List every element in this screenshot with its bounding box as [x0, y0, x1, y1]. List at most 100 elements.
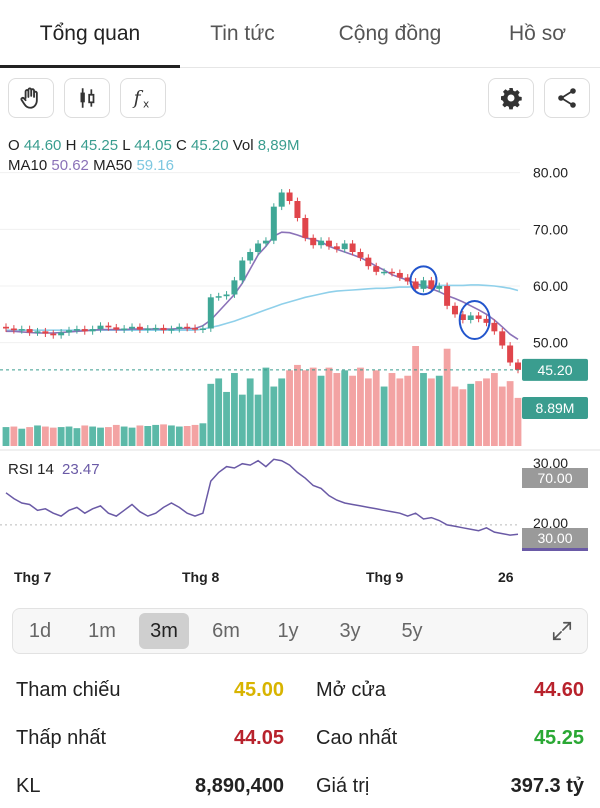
candle-body: [357, 252, 364, 258]
candle-body: [302, 218, 309, 238]
candlestick-icon: [80, 88, 95, 108]
volume-bar: [483, 378, 490, 446]
x-axis-label: 26: [498, 569, 514, 585]
candle-body: [499, 331, 506, 346]
volume-bar: [2, 427, 10, 446]
volume-bar: [183, 426, 191, 446]
last-price-tag: [522, 358, 588, 381]
tab-profile[interactable]: Hồ sơ: [509, 22, 566, 45]
rsi-70-tag: [522, 468, 588, 488]
high-value: 45.25: [80, 137, 119, 154]
stat-high: Cao nhất 45.25: [316, 716, 584, 760]
price-axis-tick: 60.00: [533, 278, 568, 294]
rsi-axis-tick: 30.00: [533, 455, 568, 471]
stat-label: Tham chiếu: [16, 678, 121, 701]
volume-bar: [41, 426, 49, 446]
range-6m-button[interactable]: 6m: [212, 619, 240, 642]
range-1y-button[interactable]: 1y: [277, 619, 299, 642]
volume-bar: [349, 375, 356, 446]
candle-body: [278, 192, 285, 207]
range-1m-button[interactable]: 1m: [88, 619, 116, 642]
range-1d-button[interactable]: 1d: [28, 619, 52, 642]
chart-type-button[interactable]: [64, 78, 110, 118]
candle-body: [475, 315, 482, 319]
candle-body: [436, 286, 443, 289]
stat-label: KL: [16, 774, 41, 797]
candle-body: [381, 271, 388, 274]
time-range-selector: 1d 1m 3m 6m 1y 3y 5y: [12, 608, 588, 654]
open-label: O: [8, 137, 20, 154]
volume-bar: [81, 425, 89, 446]
volume-bar: [246, 378, 254, 446]
volume-bar: [73, 428, 81, 446]
volume-bar: [451, 386, 459, 446]
volume-bar: [112, 424, 120, 446]
candle-body: [223, 294, 230, 297]
candle-body: [42, 331, 49, 334]
candle-body: [388, 271, 395, 274]
candle-body: [97, 325, 104, 330]
volume-bar: [372, 370, 380, 446]
volume-bar: [191, 424, 199, 446]
candle-body: [333, 246, 340, 250]
candle-body: [121, 328, 128, 330]
last-price-label: 45.20: [537, 362, 572, 378]
range-3y-button[interactable]: 3y: [339, 619, 361, 642]
candle-body: [113, 327, 120, 330]
rsi-label: RSI 14: [8, 461, 54, 478]
range-3m-button[interactable]: 3m: [139, 613, 189, 649]
stat-label: Mở cửa: [316, 678, 386, 701]
volume-bar: [57, 427, 65, 446]
candle-body: [26, 329, 33, 333]
price-chart[interactable]: RSI 14 23.47 80.00 70.00 60.00 50.00 45.20 8.8…: [0, 130, 600, 590]
candle-body: [507, 345, 514, 363]
volume-bar: [136, 425, 144, 446]
candle-body: [262, 240, 269, 244]
x-axis-label: Thg 8: [182, 569, 220, 585]
low-label: L: [122, 137, 131, 154]
volume-bar: [254, 394, 262, 446]
candle-body: [81, 329, 88, 332]
volume-bar: [223, 391, 230, 446]
volume-bar: [262, 367, 270, 446]
candle-body: [168, 329, 175, 331]
share-icon: [558, 88, 576, 108]
candle-body: [129, 326, 136, 329]
price-axis-tick: 70.00: [533, 221, 568, 237]
range-5y-button[interactable]: 5y: [401, 619, 423, 642]
tab-news[interactable]: Tin tức: [210, 22, 275, 45]
ohlc-legend: O 44.60 H 45.25 L 44.05 C 45.20 Vol 8,89…: [8, 136, 299, 176]
volume-bar: [278, 378, 286, 446]
tab-overview[interactable]: Tổng quan: [39, 22, 141, 45]
rsi-line: [5, 458, 519, 536]
stat-value-traded: Giá trị 397.3 tỷ: [316, 764, 584, 808]
candle-body: [428, 280, 435, 289]
volume-bar: [97, 427, 104, 446]
fullscreen-button[interactable]: [537, 613, 587, 649]
volume-bar: [459, 389, 467, 446]
candle-body: [10, 328, 17, 331]
candle-body: [192, 327, 199, 330]
candle-body: [207, 297, 214, 329]
candle-body: [310, 237, 317, 246]
volume-bar: [388, 373, 396, 446]
volume-bar: [325, 367, 333, 446]
share-button[interactable]: [544, 78, 590, 118]
tab-community[interactable]: Cộng đồng: [338, 22, 442, 45]
high-label: H: [65, 137, 77, 154]
settings-button[interactable]: [488, 78, 534, 118]
candle-body: [325, 240, 332, 247]
volume-bar: [128, 427, 136, 446]
rsi-70-label: 70.00: [537, 470, 572, 486]
hand-tool-button[interactable]: [8, 78, 54, 118]
stat-label: Cao nhất: [316, 726, 398, 749]
active-tab-indicator: [0, 65, 180, 68]
volume-bar: [467, 383, 475, 446]
candle-body: [184, 326, 191, 329]
volume-bar: [396, 378, 404, 446]
candle-body: [365, 257, 372, 267]
stat-value: 45.25: [533, 726, 584, 749]
svg-text:x: x: [143, 98, 149, 110]
